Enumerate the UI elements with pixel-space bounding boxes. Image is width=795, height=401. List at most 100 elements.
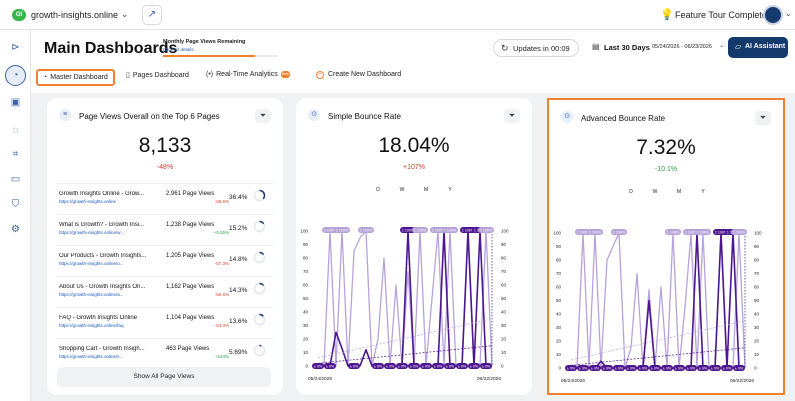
- y-tick-label: 70: [754, 271, 760, 276]
- zero-label-pill: [384, 363, 396, 369]
- table-row[interactable]: FAQ - Growth Insights Online https://grow…: [57, 307, 273, 338]
- filter-button[interactable]: ⏷: [255, 109, 271, 123]
- y-tick-label: 10: [754, 352, 760, 357]
- y-tick-label: 100: [300, 229, 308, 234]
- period-month[interactable]: M: [423, 187, 429, 193]
- trend-line: [570, 347, 746, 366]
- ai-assistant-button[interactable]: ▱ AI Assistant: [728, 37, 788, 58]
- zero-label-pill: [324, 363, 336, 369]
- external-link-button[interactable]: ↗: [142, 5, 162, 25]
- show-all-page-views-button[interactable]: Show All Page Views: [57, 367, 271, 387]
- tab-create-new-dashboard[interactable]: + Create New Dashboard: [316, 71, 401, 88]
- y-tick-label: 10: [501, 350, 507, 355]
- y-tick-label: 70: [501, 269, 507, 274]
- site-selector[interactable]: growth-insights.online: [31, 10, 119, 20]
- sidebar-item-dashboards[interactable]: [5, 65, 26, 86]
- data-label: ± 0%: [458, 364, 467, 368]
- period-year[interactable]: Y: [448, 187, 452, 193]
- data-label: ± 0%: [326, 364, 335, 368]
- table-row[interactable]: About Us - Growth Insights On... https://…: [57, 276, 273, 307]
- scan-icon[interactable]: ⌗: [12, 149, 19, 160]
- period-week[interactable]: W: [399, 187, 405, 193]
- page-views-total: 8,133: [138, 134, 192, 157]
- briefcase-icon[interactable]: ▣: [10, 97, 21, 108]
- share-ring: [253, 189, 266, 202]
- data-label: ± 0%: [711, 366, 720, 370]
- y-tick-label: 40: [501, 310, 507, 315]
- y-tick-label: 0: [501, 364, 504, 369]
- chat-icon[interactable]: ▭: [10, 174, 21, 185]
- period-day[interactable]: D: [629, 189, 633, 195]
- tab-pages-dashboard[interactable]: ▯ Pages Dashboard: [126, 71, 189, 88]
- simple-bounce-rate-chart: 0 0 10 10 20 20 30 30 40 40 50 50 60 60 70 70 80 80 90 90 10…: [300, 227, 509, 382]
- chevron-down-icon[interactable]: ⌄: [719, 43, 725, 49]
- page-views-count: 1,205 Page Views: [166, 253, 215, 259]
- page-views-count: 1,104 Page Views: [166, 315, 215, 321]
- table-row[interactable]: What is Growth? - Growth Insi... https://…: [57, 214, 273, 245]
- card-title: Simple Bounce Rate: [328, 112, 401, 121]
- page-url-link[interactable]: https://growth-insights.online/w...: [59, 230, 125, 235]
- period-day[interactable]: D: [376, 187, 380, 193]
- zero-label-pill: [420, 363, 432, 369]
- filter-button[interactable]: ⏷: [504, 109, 520, 123]
- y-tick-label: 20: [303, 337, 309, 342]
- zero-label-pill: [372, 363, 384, 369]
- period-week[interactable]: W: [652, 189, 658, 195]
- date-range-label[interactable]: Last 30 Days: [604, 43, 650, 52]
- page-url-link[interactable]: https://growth-insights.online/faq: [59, 323, 124, 328]
- site-logo-icon: GI: [12, 9, 26, 21]
- advanced-bounce-rate-chart: 0 0 10 10 20 20 30 30 40 40 50 50 60 60 70 70 80 80 90 90 10…: [553, 229, 762, 384]
- avatar[interactable]: [763, 5, 783, 25]
- page-views-share: 5.69%: [229, 349, 248, 356]
- page-url-link[interactable]: https://growth-insights.online/a...: [59, 292, 124, 297]
- sidebar: ⊳ ◔ ▣ ◌ ⌗ ▭ ⛉ ⚙: [0, 30, 31, 401]
- table-row[interactable]: Growth Insights Online - Grow... https://…: [57, 183, 273, 214]
- y-tick-label: 50: [556, 298, 562, 303]
- dashboard-icon[interactable]: ◔: [12, 70, 19, 81]
- dashboard-tabs: ◔ Master Dashboard ▯ Pages Dashboard (•) Re…: [31, 63, 795, 93]
- page-url-link[interactable]: https://growth-insights.online/o...: [59, 261, 124, 266]
- data-label: 1 100%: [715, 230, 728, 234]
- bounce-icon: ⊙: [561, 111, 573, 123]
- collapse-icon[interactable]: ⊳: [11, 42, 20, 53]
- data-label-pill: [683, 229, 699, 235]
- zero-label-pill: [637, 365, 649, 371]
- data-label: 1 100%: [414, 228, 427, 232]
- feature-tour-status[interactable]: Feature Tour Completed!: [675, 10, 775, 20]
- page-url-link[interactable]: https://growth-insights.online/s...: [59, 354, 124, 359]
- shield-icon[interactable]: ⛉: [11, 199, 20, 210]
- x-start-label: 05/24/2026: [308, 376, 332, 382]
- page-url-link[interactable]: https://growth-insights.online: [59, 199, 117, 204]
- table-row[interactable]: Shopping Cart - Growth Insigh... https://…: [57, 338, 273, 369]
- table-row[interactable]: Our Products - Growth Insights... https:/…: [57, 245, 273, 276]
- bounce-icon: ⊙: [308, 109, 320, 121]
- y-tick-label: 80: [556, 258, 562, 263]
- tab-master-dashboard[interactable]: ◔ Master Dashboard: [36, 69, 115, 86]
- analytics-icon[interactable]: ◌: [12, 125, 19, 136]
- data-label: ± 0%: [651, 366, 660, 370]
- date-range-picker[interactable]: 05/24/2026 - 06/23/2026: [652, 44, 712, 50]
- chevron-down-icon[interactable]: ⌄: [121, 9, 129, 19]
- zero-label-pill: [649, 365, 661, 371]
- y-tick-label: 20: [556, 339, 562, 344]
- gear-icon[interactable]: ⚙: [11, 224, 20, 235]
- data-label: 1 100%: [402, 228, 415, 232]
- data-label-pill: [611, 229, 627, 235]
- zero-label-pill: [312, 363, 324, 369]
- filter-button[interactable]: ⏷: [755, 111, 771, 125]
- refresh-button[interactable]: ↻ Updates in 00:09: [493, 39, 579, 57]
- data-label: ± 0%: [735, 366, 744, 370]
- tab-real-time-analytics[interactable]: (•) Real-Time Analytics Beta: [206, 71, 290, 88]
- page-views-change: +134%: [214, 354, 229, 359]
- y-tick-label: 90: [754, 244, 760, 249]
- data-label-pill: [430, 227, 446, 233]
- page-title-cell: Shopping Cart - Growth Insigh...: [59, 346, 145, 352]
- data-label-pill: [358, 227, 374, 233]
- period-year[interactable]: Y: [701, 189, 705, 195]
- page-views-details-link[interactable]: Click for details.: [163, 47, 195, 52]
- tab-label: Create New Dashboard: [328, 71, 402, 78]
- data-label: 1 100%: [432, 228, 445, 232]
- period-month[interactable]: M: [676, 189, 682, 195]
- data-label: ± 0%: [579, 366, 588, 370]
- chevron-down-icon[interactable]: ⌄: [785, 9, 792, 18]
